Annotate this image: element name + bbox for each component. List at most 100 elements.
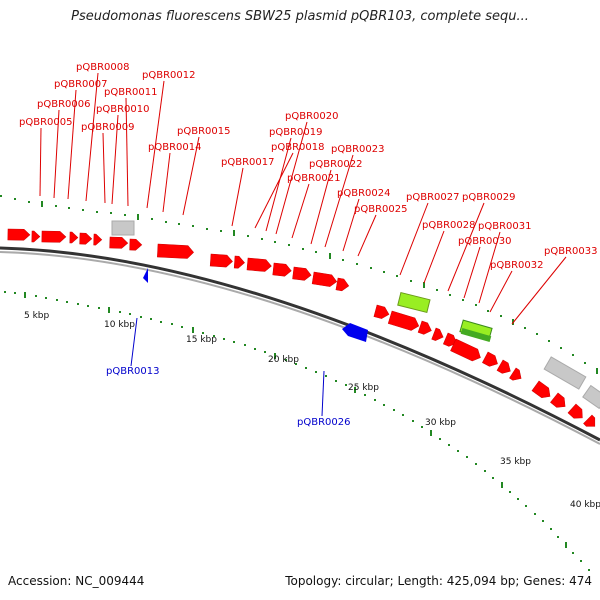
outer-tick bbox=[449, 294, 451, 296]
forward-gene[interactable] bbox=[209, 253, 233, 268]
forward-gene[interactable] bbox=[550, 392, 568, 411]
outer-tick bbox=[342, 259, 344, 261]
forward-gene-label[interactable]: pQBR0012 bbox=[142, 70, 195, 81]
forward-gene[interactable] bbox=[31, 230, 41, 243]
outer-tick bbox=[28, 201, 30, 203]
reverse-gene-label[interactable]: pQBR0013 bbox=[106, 366, 159, 377]
inner-tick bbox=[87, 305, 89, 307]
forward-gene[interactable] bbox=[272, 262, 292, 277]
forward-gene-label[interactable]: pQBR0028 bbox=[422, 220, 475, 231]
label-leader bbox=[146, 80, 165, 209]
label-leader bbox=[275, 121, 308, 235]
forward-gene-label[interactable]: pQBR0006 bbox=[37, 99, 90, 110]
forward-gene-label[interactable]: pQBR0011 bbox=[104, 87, 157, 98]
inner-tick bbox=[580, 560, 582, 562]
inner-tick bbox=[233, 341, 235, 343]
forward-gene-label[interactable]: pQBR0029 bbox=[462, 192, 515, 203]
inner-tick bbox=[295, 363, 297, 365]
inner-tick bbox=[430, 430, 432, 436]
forward-gene[interactable] bbox=[531, 380, 554, 401]
forward-gene[interactable] bbox=[41, 230, 67, 243]
reverse-gene-pQBR0026[interactable] bbox=[342, 323, 368, 342]
forward-gene[interactable] bbox=[233, 255, 245, 269]
forward-gene-label[interactable]: pQBR0022 bbox=[309, 159, 362, 170]
forward-gene[interactable] bbox=[93, 233, 103, 246]
forward-gene[interactable] bbox=[7, 228, 31, 241]
inner-tick bbox=[140, 316, 142, 318]
forward-gene[interactable] bbox=[496, 359, 513, 376]
forward-gene-label[interactable]: pQBR0008 bbox=[76, 62, 129, 73]
forward-gene-label[interactable]: pQBR0020 bbox=[285, 111, 338, 122]
forward-gene[interactable] bbox=[567, 403, 586, 422]
label-leader bbox=[324, 154, 354, 248]
label-leader bbox=[85, 72, 99, 202]
outer-tick bbox=[500, 315, 502, 317]
outer-tick bbox=[96, 211, 98, 213]
forward-gene[interactable] bbox=[431, 327, 446, 343]
outer-tick bbox=[192, 225, 194, 227]
scale-label: 15 kbp bbox=[186, 335, 217, 345]
forward-gene[interactable] bbox=[292, 266, 312, 281]
inner-tick bbox=[509, 491, 511, 493]
forward-gene[interactable] bbox=[79, 232, 93, 245]
forward-gene-label[interactable]: pQBR0030 bbox=[458, 236, 511, 247]
forward-gene[interactable] bbox=[246, 257, 272, 272]
outer-tick bbox=[396, 275, 398, 277]
accession-label: Accession: bbox=[8, 574, 72, 588]
forward-gene[interactable] bbox=[417, 320, 433, 336]
forward-gene[interactable] bbox=[509, 367, 524, 384]
forward-gene[interactable] bbox=[69, 231, 79, 244]
map-title: Pseudomonas fluorescens SBW25 plasmid pQ… bbox=[71, 9, 529, 24]
inner-tick bbox=[45, 297, 47, 299]
forward-gene-label[interactable]: pQBR0018 bbox=[271, 142, 324, 153]
reverse-gene-pQBR0013[interactable] bbox=[143, 268, 148, 283]
outer-tick bbox=[423, 282, 425, 288]
inner-tick bbox=[448, 444, 450, 446]
forward-gene-label[interactable]: pQBR0017 bbox=[221, 157, 274, 168]
inner-tick bbox=[517, 498, 519, 500]
outer-tick-ring bbox=[0, 195, 598, 374]
forward-gene[interactable] bbox=[335, 277, 350, 292]
label-leader bbox=[511, 256, 567, 325]
forward-gene-label[interactable]: pQBR0025 bbox=[354, 204, 407, 215]
forward-gene[interactable] bbox=[583, 414, 600, 431]
forward-gene-label[interactable]: pQBR0005 bbox=[19, 117, 72, 128]
green-feature bbox=[397, 291, 431, 314]
forward-gene-label[interactable]: pQBR0014 bbox=[148, 142, 201, 153]
forward-gene-label[interactable]: pQBR0009 bbox=[81, 122, 134, 133]
reverse-gene-label[interactable]: pQBR0026 bbox=[297, 417, 350, 428]
forward-gene[interactable] bbox=[387, 310, 420, 332]
outer-tick bbox=[572, 354, 574, 356]
forward-gene[interactable] bbox=[129, 238, 143, 251]
forward-gene-label[interactable]: pQBR0023 bbox=[331, 144, 384, 155]
label-leader bbox=[67, 89, 77, 200]
outer-tick bbox=[274, 241, 276, 243]
scale-label: 20 kbp bbox=[268, 355, 299, 365]
forward-gene-label[interactable]: pQBR0019 bbox=[269, 127, 322, 138]
forward-gene-label[interactable]: pQBR0007 bbox=[54, 79, 107, 90]
forward-gene-label[interactable]: pQBR0024 bbox=[337, 188, 390, 199]
forward-gene[interactable] bbox=[373, 304, 391, 320]
forward-gene-label[interactable]: pQBR0031 bbox=[478, 221, 531, 232]
inner-tick bbox=[492, 477, 494, 479]
forward-gene[interactable] bbox=[442, 332, 459, 349]
forward-gene-label[interactable]: pQBR0021 bbox=[287, 173, 340, 184]
forward-gene-label[interactable]: pQBR0010 bbox=[96, 104, 149, 115]
forward-gene-label[interactable]: pQBR0015 bbox=[177, 126, 230, 137]
backbone-inner bbox=[0, 251, 600, 445]
forward-gene-label[interactable]: pQBR0027 bbox=[406, 192, 459, 203]
forward-gene[interactable] bbox=[450, 338, 484, 363]
outer-tick bbox=[315, 251, 317, 253]
outer-tick bbox=[475, 304, 477, 306]
forward-gene[interactable] bbox=[482, 351, 500, 369]
forward-gene[interactable] bbox=[157, 243, 194, 259]
forward-gene[interactable] bbox=[109, 236, 129, 249]
inner-tick bbox=[457, 450, 459, 452]
forward-gene-label[interactable]: pQBR0033 bbox=[544, 246, 597, 257]
grey-feature bbox=[111, 220, 135, 236]
length-value: 425,094 bp; bbox=[446, 574, 520, 588]
forward-gene[interactable] bbox=[311, 271, 338, 288]
forward-gene-label[interactable]: pQBR0032 bbox=[490, 260, 543, 271]
label-leader bbox=[53, 109, 60, 199]
label-leader bbox=[489, 270, 513, 313]
